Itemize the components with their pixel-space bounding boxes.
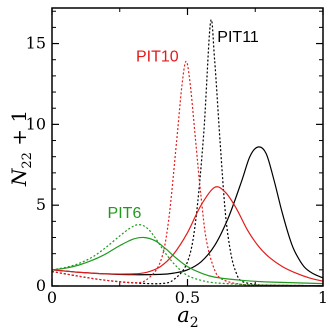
y-axis-label: N22 + 1 bbox=[7, 110, 35, 187]
series-pit6-dotted bbox=[51, 223, 324, 287]
x-tick-labels: 0 0.5 1 bbox=[47, 288, 328, 307]
y-tick-label: 5 bbox=[36, 195, 46, 214]
series-pit10-dotted bbox=[51, 60, 324, 287]
x-tick-label: 0 bbox=[47, 288, 57, 307]
y-tick-label: 0 bbox=[36, 276, 46, 295]
series-label-pit6: PIT6 bbox=[108, 205, 142, 222]
y-tick-label: 15 bbox=[26, 34, 46, 53]
x-tick-label: 1 bbox=[318, 288, 328, 307]
y-axis-label-rest: + 1 bbox=[7, 110, 31, 152]
series-pit11-solid bbox=[51, 146, 324, 279]
x-tick-label: 0.5 bbox=[175, 288, 200, 307]
series-pit11-dotted bbox=[51, 19, 324, 287]
y-axis-label-subscript: 22 bbox=[20, 152, 35, 169]
x-axis-label-subscript: 2 bbox=[190, 315, 199, 329]
x-axis-label: a2 bbox=[177, 303, 198, 329]
series-label-pit11: PIT11 bbox=[217, 29, 259, 46]
tick-marks bbox=[51, 8, 324, 287]
x-axis-label-main: a bbox=[177, 303, 190, 327]
y-tick-labels: 0 5 10 15 bbox=[26, 34, 46, 295]
series-pit10-solid bbox=[51, 186, 324, 282]
plot-frame bbox=[51, 7, 324, 287]
y-axis-label-main: N bbox=[7, 167, 31, 187]
series-annotations: PIT11 PIT10 PIT6 bbox=[108, 29, 259, 222]
series-pit6-solid bbox=[51, 236, 324, 285]
series-label-pit10: PIT10 bbox=[136, 48, 179, 65]
series-lines bbox=[51, 19, 324, 287]
y-tick-label: 10 bbox=[26, 114, 46, 133]
